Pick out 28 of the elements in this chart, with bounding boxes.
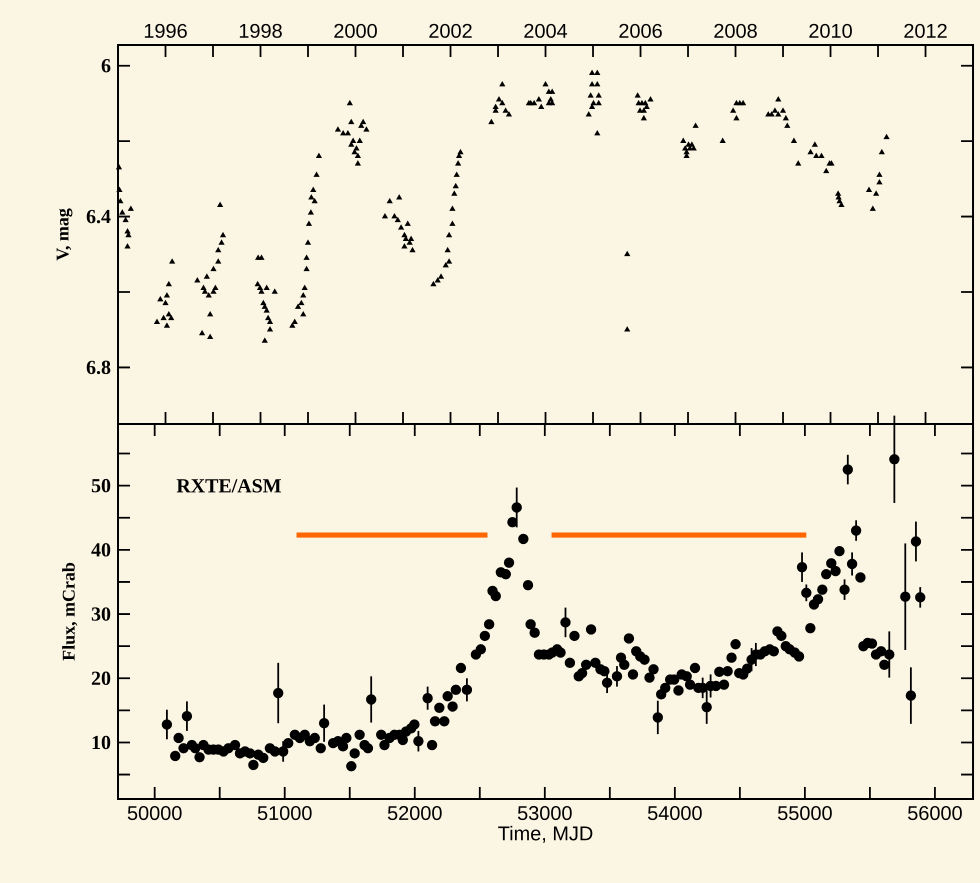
x-tick-label: 2008 [714,24,757,38]
y-tick-label: 6.4 [86,210,111,224]
x-tick-label: 2012 [904,24,947,38]
y-tick-label: 50 [92,478,110,492]
x-tick-label: 54000 [648,806,702,820]
x-tick-label: 55000 [778,806,832,820]
x-tick-label: 2010 [809,24,852,38]
y-axis-title: V, mag [56,208,72,261]
y-tick-label: 20 [92,672,110,685]
y-tick-label: 40 [91,543,110,557]
x-tick-label: 50000 [128,806,182,820]
x-tick-label: 1998 [240,24,282,38]
x-tick-label: 52000 [388,806,442,820]
y-tick-label: 10 [92,736,110,750]
annotation: RXTE/ASM [176,479,281,493]
y-axis-title: Flux, mCrab [62,562,78,660]
y-tick-label: 6.8 [86,360,110,374]
y-tick-label: 30 [92,607,110,621]
x-tick-label: 2002 [429,24,472,38]
x-tick-label: 2004 [524,24,568,38]
x-axis-title: Time, MJD [498,826,592,843]
x-tick-label: 1996 [144,24,187,38]
x-tick-label: 2006 [619,24,662,38]
y-tick-label: 6 [102,59,110,72]
x-tick-label: 51000 [258,806,312,820]
x-tick-label: 53000 [518,806,572,820]
x-tick-label: 56000 [908,806,962,820]
x-tick-label: 2000 [334,24,377,38]
